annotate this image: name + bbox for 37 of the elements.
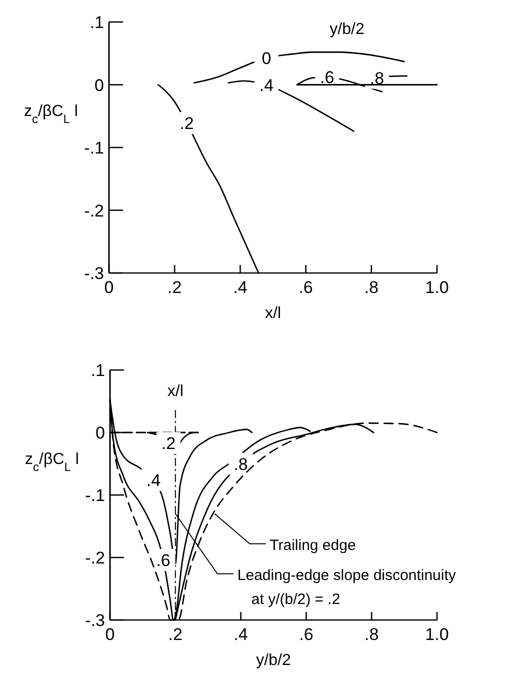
y-tick-label: .1 — [90, 361, 105, 380]
series-label: 0 — [262, 48, 272, 68]
legend-title: x/l — [167, 383, 184, 400]
y-tick-label: -.3 — [84, 264, 104, 283]
x-tick-label: 1.0 — [425, 278, 449, 297]
series-label: .4 — [146, 471, 161, 490]
annotation: Leading-edge slope discontinuity at y/(b/2) = .2 — [237, 566, 456, 608]
x-tick-label: .2 — [168, 625, 182, 644]
series-label: .6 — [320, 68, 334, 88]
y-tick-label: -.3 — [85, 611, 105, 630]
y-tick-label: -.1 — [85, 486, 105, 505]
series-label: .8 — [370, 68, 384, 88]
x-tick-label: .6 — [299, 625, 314, 644]
y-tick-label: -.2 — [84, 201, 104, 220]
y-tick-label: 0 — [94, 76, 104, 95]
x-tick-label: .6 — [298, 278, 313, 297]
x-tick-label: .4 — [234, 625, 248, 644]
legend-label: .6 — [156, 551, 170, 570]
series-label: .2 — [180, 114, 194, 134]
x-tick-label: .4 — [233, 278, 248, 297]
legend-label: .2 — [161, 434, 176, 454]
y-tick-label: -.1 — [84, 138, 104, 158]
legend-title: y/b/2 — [330, 21, 364, 38]
y-tick-label: .1 — [90, 13, 104, 32]
series-label: .8 — [234, 454, 248, 474]
x-axis-title: y/b/2 — [256, 652, 291, 669]
x-tick-label: 1.0 — [425, 625, 449, 644]
series-label: .4 — [259, 76, 274, 95]
annotation: Trailing edge — [270, 536, 356, 554]
x-axis-title: x/l — [265, 305, 281, 322]
x-tick-label: .2 — [168, 278, 182, 297]
y-axis-title: z$_{c}$/βC$_{L}$ l — [25, 450, 79, 474]
x-tick-label: .8 — [364, 625, 379, 644]
y-tick-label: 0 — [96, 424, 105, 442]
y-tick-label: -.2 — [85, 548, 105, 568]
y-axis-title: z$_{c}$/βC$_{L}$ l — [24, 103, 78, 126]
x-tick-label: .8 — [364, 278, 378, 297]
